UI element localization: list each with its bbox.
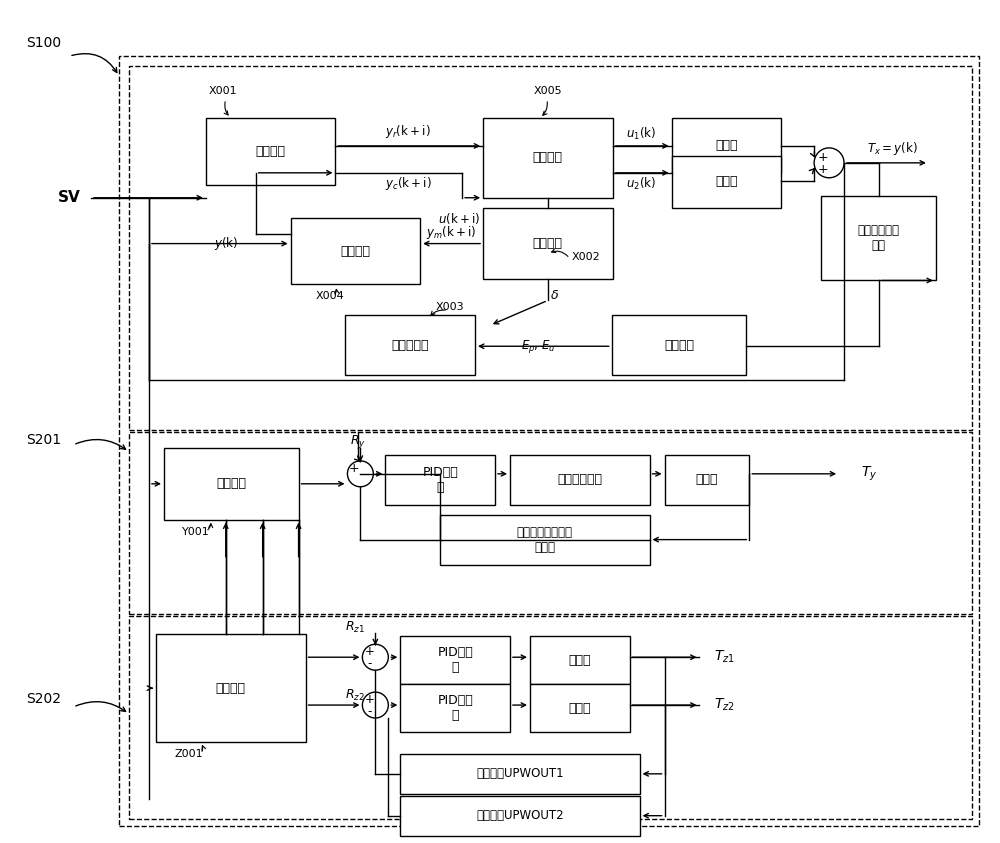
Bar <box>821 196 936 281</box>
Text: X004: X004 <box>316 292 345 302</box>
Bar <box>206 118 335 185</box>
Text: 加热器: 加热器 <box>715 175 738 188</box>
Text: 精调模块UPWOUT1: 精调模块UPWOUT1 <box>476 767 564 781</box>
Text: Y001: Y001 <box>182 527 210 537</box>
Bar <box>385 455 495 505</box>
Bar <box>665 455 749 505</box>
Text: $R_{z1}$: $R_{z1}$ <box>345 620 365 635</box>
Text: 精调模块第一级输
出温度: 精调模块第一级输 出温度 <box>517 525 573 554</box>
Text: $R_y$: $R_y$ <box>350 433 366 450</box>
Text: 反馈矫正: 反馈矫正 <box>340 244 370 258</box>
Text: $T_y$: $T_y$ <box>861 464 877 483</box>
Text: $y\rm{(k)}$: $y\rm{(k)}$ <box>214 235 238 252</box>
Text: $\delta$: $\delta$ <box>550 289 559 302</box>
Bar <box>156 634 306 742</box>
Bar <box>129 616 972 819</box>
Text: $y_c\rm{(k+i)}$: $y_c\rm{(k+i)}$ <box>385 175 432 192</box>
Text: +: + <box>818 164 828 176</box>
Text: $T_{z2}$: $T_{z2}$ <box>714 697 735 713</box>
Bar <box>510 455 650 505</box>
Circle shape <box>362 644 388 670</box>
Text: 加热器: 加热器 <box>569 653 591 667</box>
Text: 粗调模块输出
温度: 粗调模块输出 温度 <box>857 224 899 252</box>
Text: $E_p$, $E_u$: $E_p$, $E_u$ <box>521 338 555 355</box>
Text: $y_r\rm{(k+i)}$: $y_r\rm{(k+i)}$ <box>385 123 431 141</box>
Bar <box>400 796 640 835</box>
Text: X002: X002 <box>572 251 601 261</box>
Circle shape <box>347 461 373 486</box>
Text: 主控制器: 主控制器 <box>216 477 246 491</box>
Text: 模糊规则器: 模糊规则器 <box>392 339 429 352</box>
Bar <box>164 448 299 519</box>
Text: +: + <box>364 645 374 658</box>
Text: X005: X005 <box>534 86 562 96</box>
Text: +: + <box>349 462 360 475</box>
Circle shape <box>362 692 388 718</box>
Text: 加热器: 加热器 <box>569 701 591 715</box>
Text: PID控制
器: PID控制 器 <box>422 466 458 494</box>
Text: 测量扰动: 测量扰动 <box>664 339 694 352</box>
Text: X001: X001 <box>208 86 237 96</box>
Bar <box>530 685 630 732</box>
Text: S100: S100 <box>26 36 61 51</box>
Text: 柔化轨迹: 柔化轨迹 <box>256 145 286 158</box>
Bar <box>612 315 746 375</box>
Text: $y_m\rm{(k+i)}$: $y_m\rm{(k+i)}$ <box>426 224 476 241</box>
Text: 滚动优化: 滚动优化 <box>533 152 563 164</box>
Bar <box>129 66 972 430</box>
Bar <box>440 515 650 565</box>
Text: 缓冲罐: 缓冲罐 <box>696 473 718 486</box>
Text: PID控制
器: PID控制 器 <box>437 694 473 722</box>
Bar <box>483 207 613 280</box>
Text: $u_2\rm{(k)}$: $u_2\rm{(k)}$ <box>626 175 656 192</box>
Text: X003: X003 <box>436 303 464 313</box>
Text: +: + <box>364 693 374 706</box>
Bar <box>672 118 781 173</box>
Text: $R_{z2}$: $R_{z2}$ <box>345 688 365 703</box>
Bar <box>129 432 972 615</box>
Bar <box>530 636 630 685</box>
Text: 半导体制冷器: 半导体制冷器 <box>557 473 602 486</box>
Bar <box>345 315 475 375</box>
Text: S202: S202 <box>26 692 61 706</box>
Bar <box>672 156 781 207</box>
Text: -: - <box>367 657 372 669</box>
Text: 伺服阀: 伺服阀 <box>715 139 738 152</box>
Text: 精调模块UPWOUT2: 精调模块UPWOUT2 <box>476 809 564 822</box>
Text: 主控制器: 主控制器 <box>216 682 246 695</box>
Bar <box>400 754 640 794</box>
Bar <box>119 56 979 825</box>
Text: -: - <box>367 705 372 717</box>
Text: S201: S201 <box>26 433 61 447</box>
Text: $T_{z1}$: $T_{z1}$ <box>714 649 735 665</box>
Text: $u\rm{(k+i)}$: $u\rm{(k+i)}$ <box>438 211 480 226</box>
Text: PID控制
器: PID控制 器 <box>437 647 473 674</box>
Bar <box>400 685 510 732</box>
Bar <box>483 118 613 198</box>
Text: $u_1\rm{(k)}$: $u_1\rm{(k)}$ <box>626 126 656 142</box>
Bar <box>400 636 510 685</box>
Text: $T_x = y\rm{(k)}$: $T_x = y\rm{(k)}$ <box>867 141 917 158</box>
Text: Z001: Z001 <box>175 749 203 759</box>
Bar <box>291 217 420 284</box>
Text: +: + <box>818 152 828 164</box>
Text: 预测模型: 预测模型 <box>533 237 563 250</box>
Text: SV: SV <box>58 191 81 205</box>
Circle shape <box>814 148 844 178</box>
